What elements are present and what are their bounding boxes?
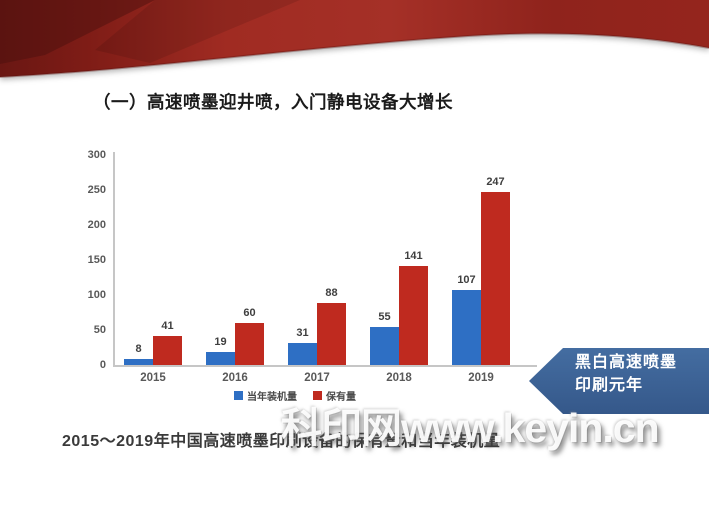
bar <box>124 359 153 365</box>
axis-tick-label: 150 <box>87 254 106 266</box>
axis-tick-label: 300 <box>87 149 106 161</box>
bar <box>399 266 428 365</box>
slide-title: （一）高速喷墨迎井喷，入门静电设备大增长 <box>93 92 453 112</box>
ribbon-decoration <box>0 0 709 78</box>
bar-value-label: 141 <box>404 250 423 263</box>
bar-value-label: 41 <box>161 320 174 333</box>
legend-label: 当年装机量 <box>247 392 297 403</box>
chart-caption: 2015～2019年中国高速喷墨印刷设备的保有量和当年装机量 <box>62 433 501 450</box>
axis-tick-label: 250 <box>87 184 106 196</box>
ribbon-rim <box>0 32 709 78</box>
category-label: 2017 <box>304 372 330 384</box>
bar <box>235 323 264 365</box>
bar-value-label: 31 <box>296 327 309 340</box>
watermark: 科印网www.keyin.cn <box>281 405 660 451</box>
ribbon-fold-2 <box>95 0 300 63</box>
axis-tick-label: 100 <box>87 289 106 301</box>
x-axis-line <box>113 365 537 367</box>
callout-line1: 黑白高速喷墨 <box>575 354 678 371</box>
callout-text: 黑白高速喷墨 印刷元年 <box>575 351 677 397</box>
category-label: 2015 <box>140 372 166 384</box>
bar-value-label: 107 <box>457 274 476 287</box>
bar-value-label: 19 <box>214 335 227 348</box>
chart-legend: 当年装机量 保有量 <box>83 388 507 403</box>
bar-value-label: 60 <box>243 307 256 319</box>
callout-arrow-shape <box>529 348 709 414</box>
legend-item: 保有量 <box>313 388 356 403</box>
ribbon-fold <box>0 0 155 64</box>
bar <box>153 336 182 365</box>
axis-tick-label: 50 <box>93 324 106 336</box>
axis-tick-label: 200 <box>87 219 106 231</box>
legend-swatch <box>313 391 322 400</box>
bar-value-label: 55 <box>378 310 391 323</box>
category-label: 2016 <box>222 372 248 384</box>
axis-tick-label: 0 <box>99 359 106 371</box>
bar-value-label: 247 <box>486 176 505 189</box>
bar <box>370 326 399 365</box>
legend-swatch <box>234 391 243 400</box>
bar-value-label: 8 <box>135 343 142 356</box>
y-axis-line <box>113 152 115 366</box>
legend-label: 保有量 <box>326 392 356 403</box>
bar-value-label: 88 <box>325 287 338 300</box>
callout-line2: 印刷元年 <box>575 377 644 394</box>
category-label: 2019 <box>468 372 494 384</box>
bar <box>317 303 346 365</box>
ribbon-shape <box>0 0 709 77</box>
callout-banner: 黑白高速喷墨 印刷元年 <box>524 344 709 418</box>
category-label: 2018 <box>386 372 412 384</box>
bar <box>206 351 235 365</box>
bar <box>288 343 317 365</box>
bar <box>481 192 510 365</box>
bar <box>452 290 481 365</box>
legend-item: 当年装机量 <box>234 388 297 403</box>
